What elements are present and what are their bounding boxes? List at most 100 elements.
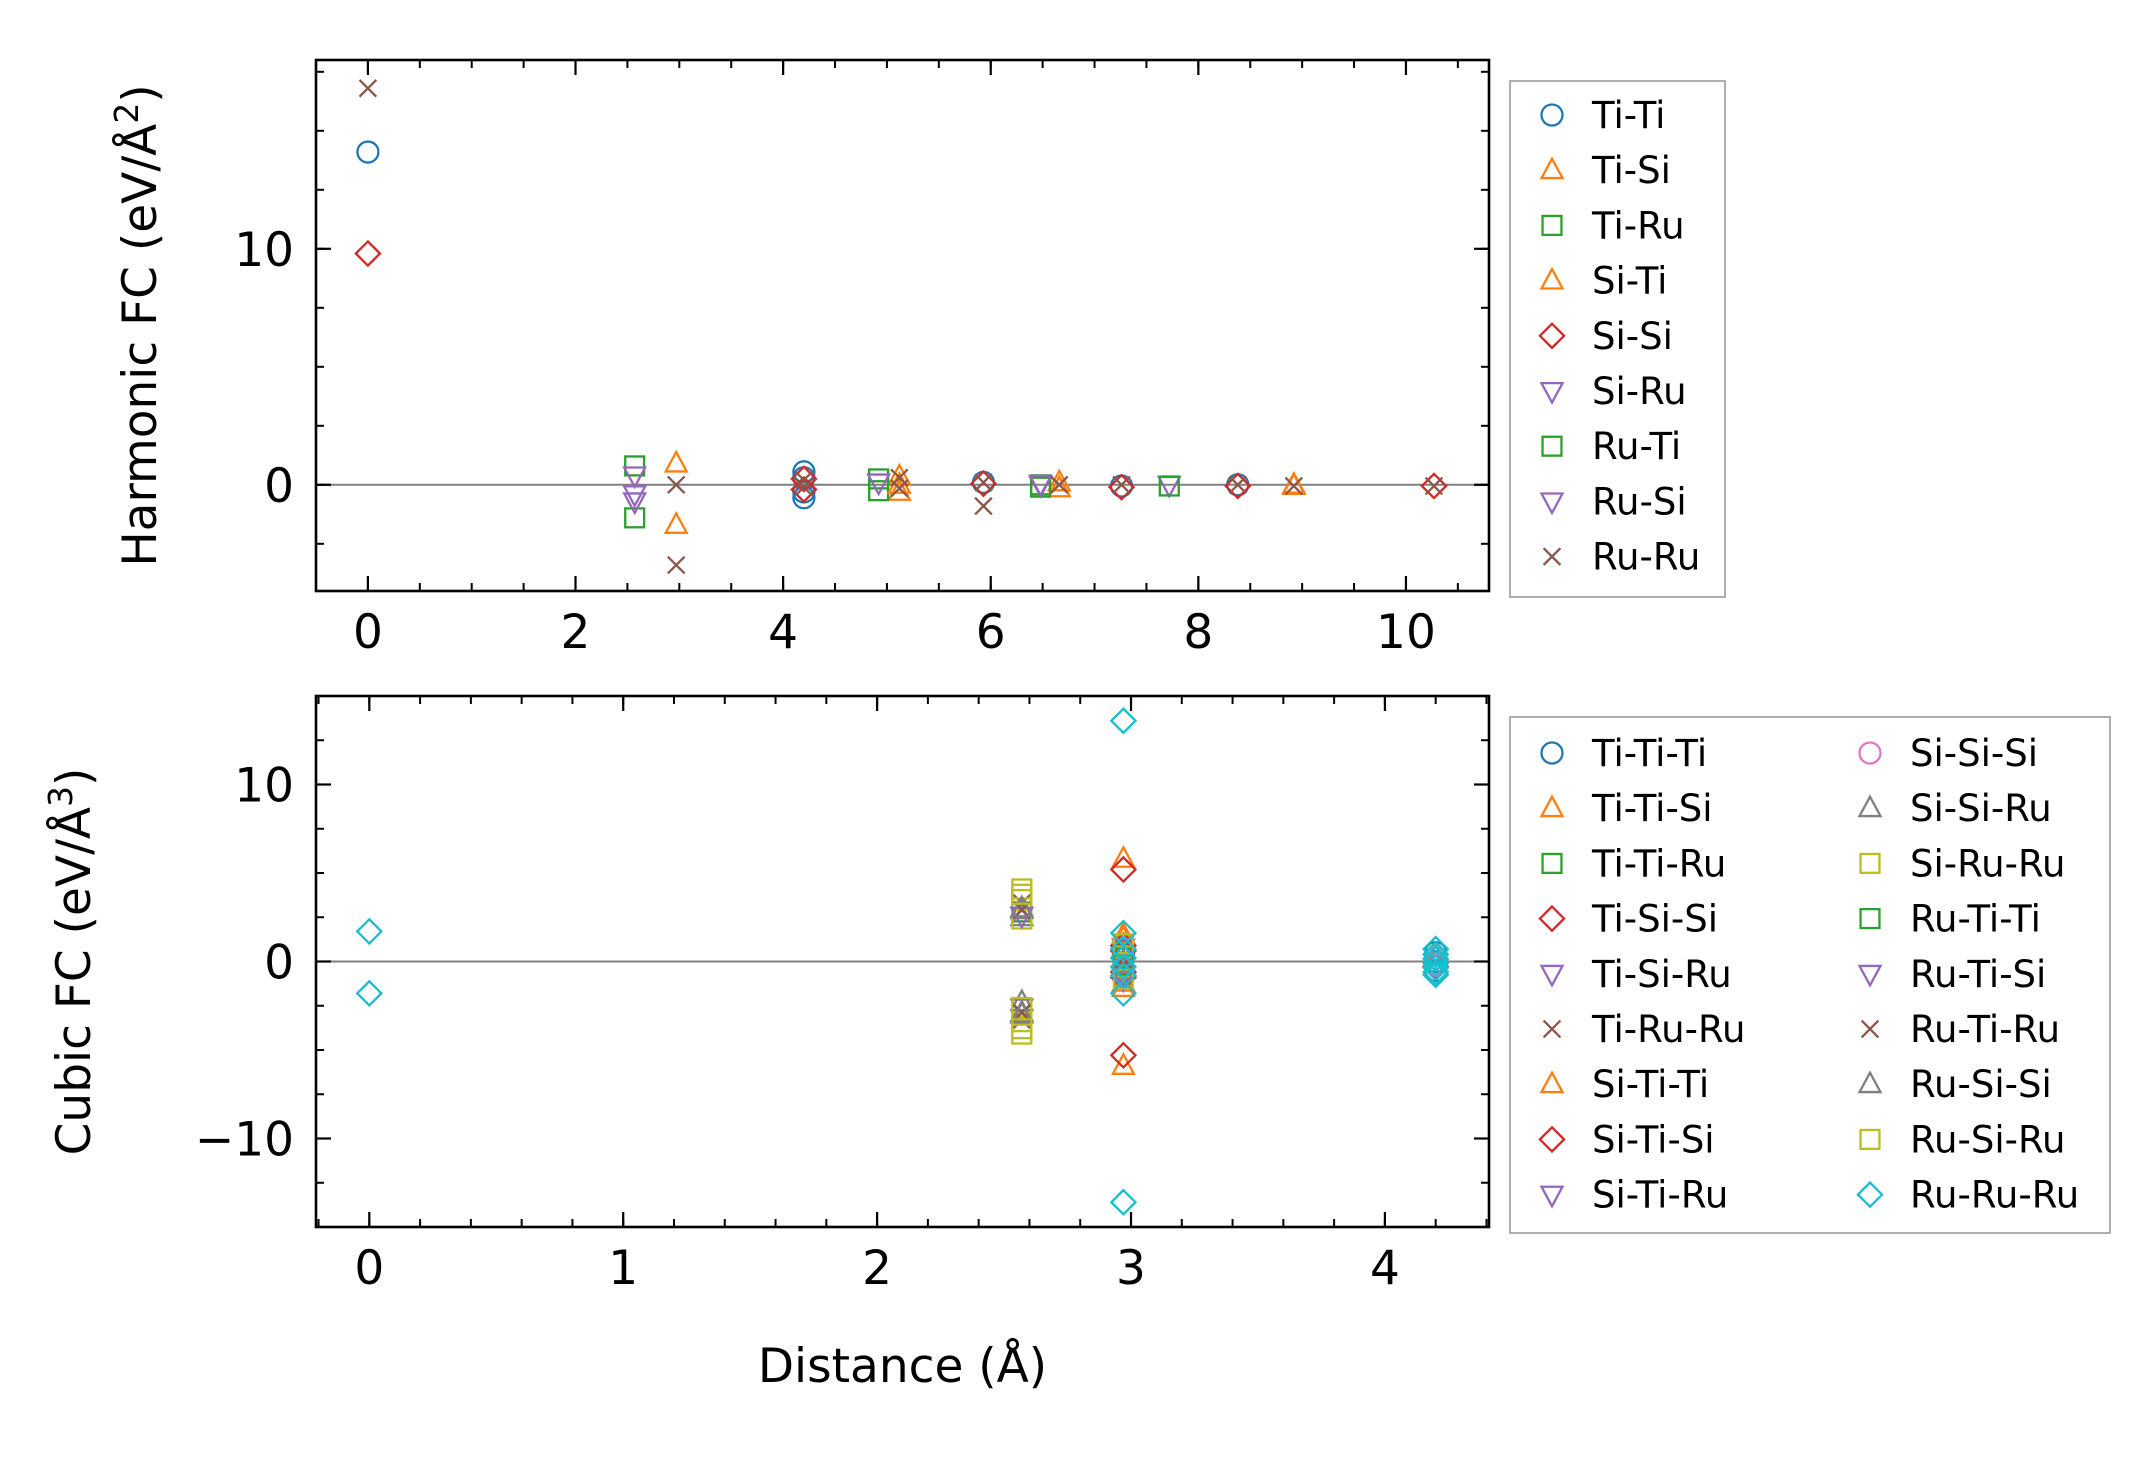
x-axis-label: Distance (Å) <box>758 1339 1047 1394</box>
y-tick-label: 10 <box>234 759 294 814</box>
data-point <box>868 480 890 502</box>
legend-marker <box>1541 214 1563 236</box>
legend-label: Ti-Ru <box>1591 204 1685 247</box>
legend-item: Ti-Ru-Ru <box>1542 1008 1745 1051</box>
data-point <box>1109 953 1138 981</box>
legend-marker <box>1539 156 1565 180</box>
legend-label: Ti-Ru-Ru <box>1591 1008 1745 1051</box>
legend-marker <box>1540 741 1564 765</box>
x-tick-label: 1 <box>608 1241 638 1296</box>
legend-marker <box>1859 852 1881 875</box>
data-point <box>1421 945 1450 973</box>
y-tick-label: 0 <box>264 459 294 514</box>
chart-panel-1: 0 2 4 6 8 10 0 10 Harmonic FC (eV/Å2) <box>107 58 1491 660</box>
legend-marker <box>1857 964 1883 988</box>
legend-label: Ru-Si-Si <box>1910 1063 2052 1106</box>
legend: Ti-Ti-Ti Ti-Ti-Si Ti-Ti-Ru Ti-Si-Si Ti-Si-Ru… <box>1509 716 2111 1234</box>
data-point <box>866 473 892 497</box>
data-point <box>1421 949 1450 977</box>
data-point <box>1009 1000 1035 1024</box>
legend-label: Ti-Si-Ru <box>1591 953 1732 996</box>
legend-marker <box>1540 103 1564 127</box>
x-tick-label: 6 <box>976 605 1006 660</box>
data-point <box>1112 475 1131 495</box>
legend-marker <box>1860 1019 1880 1039</box>
data-point <box>886 462 912 486</box>
legend-marker <box>1539 964 1565 988</box>
legend-marker <box>1541 852 1563 875</box>
legend-item: Ti-Ti-Ru <box>1541 842 1726 885</box>
legend-item: Si-Si-Si <box>1858 732 2038 775</box>
data-point <box>624 455 646 477</box>
data-point <box>355 979 384 1008</box>
data-point <box>1109 1041 1138 1070</box>
data-point <box>1009 894 1035 918</box>
legend-item: Si-Ti <box>1539 260 1667 303</box>
legend-item: Ru-Si-Ru <box>1859 1118 2065 1161</box>
legend-label: Si-Ti-Ru <box>1592 1174 1728 1217</box>
legend-label: Si-Ru-Ru <box>1910 842 2065 885</box>
legend-marker <box>1539 794 1565 818</box>
legend-marker <box>1857 794 1883 818</box>
data-point <box>886 477 912 501</box>
data-point <box>1028 474 1053 498</box>
x-tick-label: 4 <box>1370 1241 1400 1296</box>
legend-item: Ti-Si-Si <box>1538 898 1718 941</box>
y-tick-label: −10 <box>195 1113 294 1168</box>
data-point <box>666 475 686 495</box>
legend-item: Ru-Ti-Ru <box>1860 1008 2060 1051</box>
legend-item: Ru-Ru <box>1542 536 1700 579</box>
data-point <box>794 470 814 490</box>
data-point <box>1009 988 1035 1012</box>
data-point <box>1110 844 1136 868</box>
legend-item: Ti-Ti-Si <box>1539 787 1713 830</box>
legend-label: Si-Ti-Ti <box>1592 1063 1709 1106</box>
data-point <box>1421 940 1450 969</box>
x-tick-label: 2 <box>862 1241 892 1296</box>
data-point <box>1228 475 1248 495</box>
x-tick-label: 0 <box>354 1241 384 1296</box>
legend-label: Ru-Si <box>1592 480 1687 523</box>
x-tick-label: 10 <box>1376 605 1436 660</box>
data-point <box>1224 472 1252 500</box>
legend-label: Ru-Ti-Si <box>1910 953 2046 996</box>
data-point <box>1110 920 1136 944</box>
legend-label: Si-Ti <box>1592 260 1667 303</box>
legend-label: Si-Ru <box>1592 370 1687 413</box>
data-point <box>969 469 998 498</box>
y-axis-label: Cubic FC (eV/Å3) <box>41 768 102 1156</box>
legend-marker <box>1857 1070 1883 1094</box>
data-point <box>354 239 382 268</box>
legend-label: Ru-Ti <box>1592 425 1681 468</box>
legend-item: Si-Ru-Ru <box>1859 842 2065 885</box>
chart-panel-2: 0 1 2 3 4 −10 0 10 Cubic FC (eV/Å3) Distance (Å) <box>41 694 1491 1394</box>
data-point <box>663 449 689 473</box>
legend-marker <box>1541 435 1563 457</box>
data-point <box>1109 855 1138 884</box>
legend-marker <box>1539 1185 1565 1209</box>
data-point <box>622 485 648 509</box>
legend-item: Ru-Ru-Ru <box>1856 1174 2079 1217</box>
data-point <box>1109 979 1138 1008</box>
data-point <box>1107 473 1136 501</box>
series-Ru-Ru <box>358 79 1444 575</box>
legend-label: Si-Si-Ru <box>1910 787 2052 830</box>
legend-marker <box>1859 1128 1881 1150</box>
legend-item: Ru-Si <box>1539 480 1687 523</box>
series-Si-Ti-Ti <box>1110 920 1449 998</box>
legend-label: Ru-Ru-Ru <box>1910 1174 2079 1217</box>
legend-marker <box>1542 547 1562 566</box>
data-point <box>890 479 909 498</box>
data-point <box>1109 961 1138 990</box>
series-Ru-Ru-Ru <box>355 707 1450 1216</box>
legend-item: Si-Ru <box>1539 370 1687 413</box>
legend-item: Si-Si <box>1538 315 1673 358</box>
legend-label: Ti-Si-Si <box>1591 898 1718 941</box>
data-point <box>624 507 646 529</box>
data-point <box>1421 958 1450 986</box>
data-point <box>358 79 378 98</box>
legend-label: Ti-Ti <box>1591 94 1665 137</box>
series-Ti-Ti <box>356 140 1250 510</box>
data-point <box>1109 1188 1138 1216</box>
data-point <box>790 465 818 493</box>
